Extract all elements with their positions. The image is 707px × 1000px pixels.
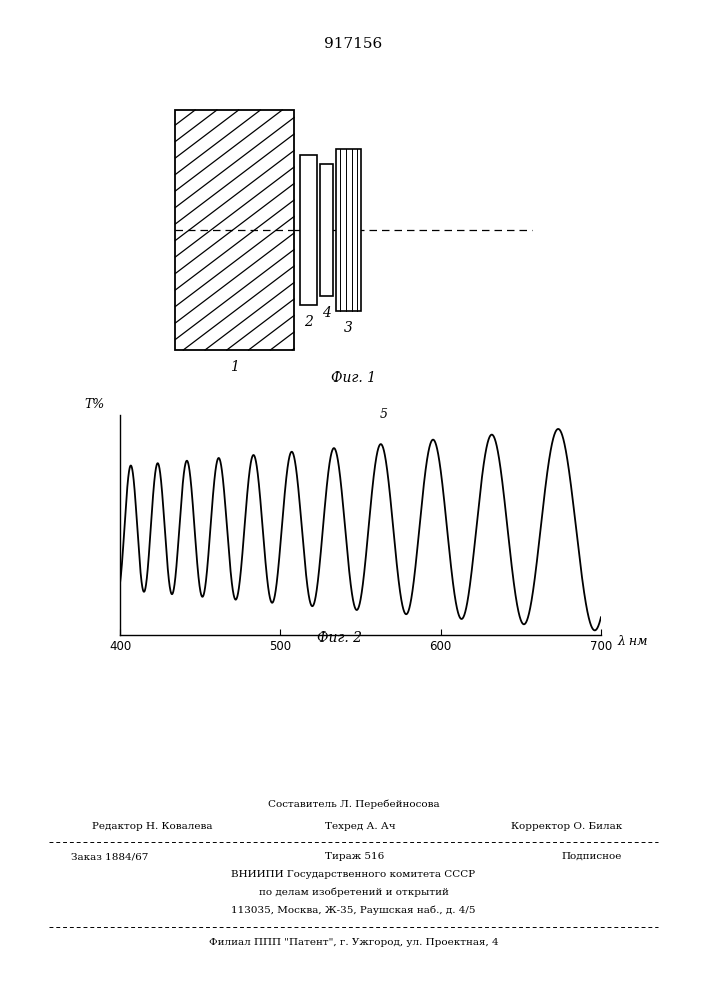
Text: по делам изобретений и открытий: по делам изобретений и открытий — [259, 888, 448, 897]
Text: 2: 2 — [304, 315, 312, 329]
Text: 4: 4 — [322, 306, 331, 320]
Text: 917156: 917156 — [325, 37, 382, 51]
Text: Редактор Н. Ковалева: Редактор Н. Ковалева — [92, 822, 212, 831]
Text: 1: 1 — [230, 360, 239, 374]
Text: Фиг. 2: Фиг. 2 — [317, 631, 362, 645]
Text: ВНИИПИ Государственного комитета СССР: ВНИИПИ Государственного комитета СССР — [231, 870, 476, 879]
Text: λ нм: λ нм — [617, 635, 648, 648]
Text: Корректор О. Билак: Корректор О. Билак — [511, 822, 622, 831]
Text: Тираж 516: Тираж 516 — [325, 852, 385, 861]
Text: Заказ 1884/67: Заказ 1884/67 — [71, 852, 148, 861]
Text: Филиал ППП "Патент", г. Ужгород, ул. Проектная, 4: Филиал ППП "Патент", г. Ужгород, ул. Про… — [209, 938, 498, 947]
Text: Техред А. Ач: Техред А. Ач — [325, 822, 396, 831]
Text: Составитель Л. Перебейносова: Составитель Л. Перебейносова — [268, 800, 439, 809]
Text: 113035, Москва, Ж-35, Раушская наб., д. 4/5: 113035, Москва, Ж-35, Раушская наб., д. … — [231, 906, 476, 915]
Bar — [336, 149, 361, 311]
Bar — [320, 164, 332, 296]
Bar — [300, 155, 317, 305]
Text: Фиг. 1: Фиг. 1 — [331, 371, 376, 385]
Text: 3: 3 — [344, 321, 353, 335]
Text: T%: T% — [84, 398, 104, 411]
Bar — [175, 110, 294, 350]
Text: Подписное: Подписное — [562, 852, 622, 861]
Text: 5: 5 — [380, 408, 388, 421]
